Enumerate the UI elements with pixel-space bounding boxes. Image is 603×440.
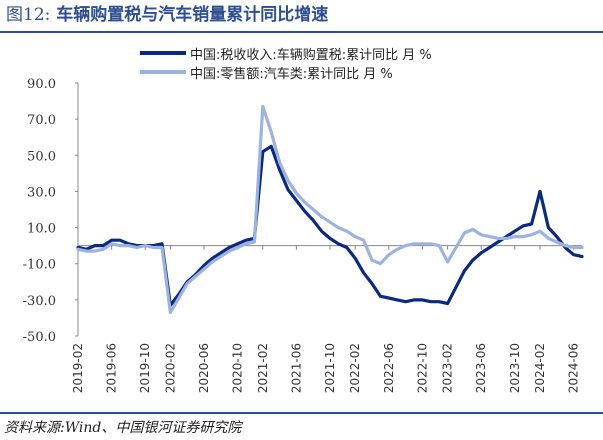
x-tick-label: 2020-10 xyxy=(231,343,245,393)
y-tick-label: -10.0 xyxy=(23,258,56,273)
y-tick-label: -50.0 xyxy=(23,330,56,345)
x-tick-label: 2023-02 xyxy=(441,343,455,393)
x-tick-label: 2022-06 xyxy=(382,343,396,393)
legend-item-series2: 中国:零售额:汽车类:累计同比 月 % xyxy=(140,62,393,82)
chart-area: 90.0 70.0 50.0 30.0 10.0 -10.0 -30.0 -50.0 2019-… xyxy=(23,77,584,393)
legend-swatch-series2 xyxy=(140,70,186,74)
figure-title: 图12: 车辆购置税与汽车销量累计同比增速 xyxy=(6,2,596,28)
x-tick-label: 2021-02 xyxy=(256,343,270,393)
y-tick-label: 50.0 xyxy=(27,149,56,164)
source-text: Wind、中国银河证券研究院 xyxy=(64,420,242,436)
source-rule xyxy=(0,412,603,414)
x-tick-label: 2020-02 xyxy=(163,343,177,393)
x-tick-label: 2023-06 xyxy=(474,343,488,393)
x-tick-label: 2019-10 xyxy=(138,343,152,393)
figure-title-text: 车辆购置税与汽车销量累计同比增速 xyxy=(56,5,329,25)
x-tick-label: 2021-10 xyxy=(323,343,337,393)
y-tick-label: 70.0 xyxy=(27,113,56,128)
x-tick-label: 2022-02 xyxy=(348,343,362,393)
legend-swatch-series1 xyxy=(140,51,186,55)
legend-label-series1: 中国:税收收入:车辆购置税:累计同比 月 % xyxy=(190,47,432,63)
legend-item-series1: 中国:税收收入:车辆购置税:累计同比 月 % xyxy=(140,43,432,63)
title-rule xyxy=(0,31,603,33)
y-tick-label: 90.0 xyxy=(27,77,56,92)
x-tick-label: 2020-06 xyxy=(197,343,211,393)
y-tick-label: 10.0 xyxy=(27,222,56,237)
figure-title-prefix: 图12: xyxy=(6,5,51,25)
x-tick-label: 2024-06 xyxy=(567,343,581,393)
series-line-auto-retail-sales xyxy=(76,104,584,315)
legend-label-series2: 中国:零售额:汽车类:累计同比 月 % xyxy=(190,66,393,82)
x-tick-label: 2023-10 xyxy=(508,343,522,393)
series-line-vehicle-purchase-tax xyxy=(76,144,584,307)
x-tick-label: 2021-06 xyxy=(289,343,303,393)
x-tick-label: 2019-06 xyxy=(105,343,119,393)
x-tick-label: 2024-02 xyxy=(533,343,547,393)
source-prefix: 资料来源: xyxy=(4,420,65,436)
x-tick-label: 2019-02 xyxy=(71,343,85,393)
y-tick-label: -30.0 xyxy=(23,294,56,309)
x-tick-label: 2022-10 xyxy=(415,343,429,393)
source-note: 资料来源:Wind、中国银河证券研究院 xyxy=(4,418,599,438)
y-tick-label: 30.0 xyxy=(27,185,56,200)
